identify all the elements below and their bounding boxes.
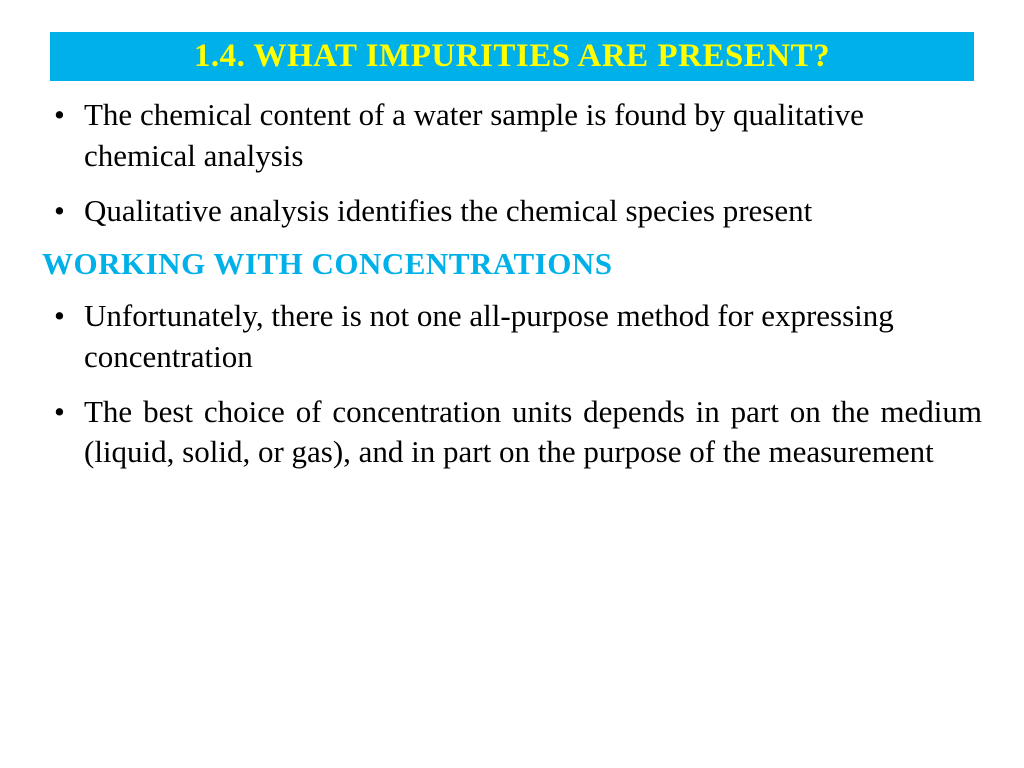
bullet-item: Qualitative analysis identifies the chem… <box>48 191 982 232</box>
bullet-item: Unfortunately, there is not one all-purp… <box>48 296 982 378</box>
bullet-list-bottom: Unfortunately, there is not one all-purp… <box>42 296 982 474</box>
bullet-item: The chemical content of a water sample i… <box>48 95 982 177</box>
subheading: WORKING WITH CONCENTRATIONS <box>42 246 982 282</box>
bullet-list-top: The chemical content of a water sample i… <box>42 95 982 232</box>
bullet-item: The best choice of concentration units d… <box>48 392 982 474</box>
slide-title-bar: 1.4. WHAT IMPURITIES ARE PRESENT? <box>50 32 974 81</box>
